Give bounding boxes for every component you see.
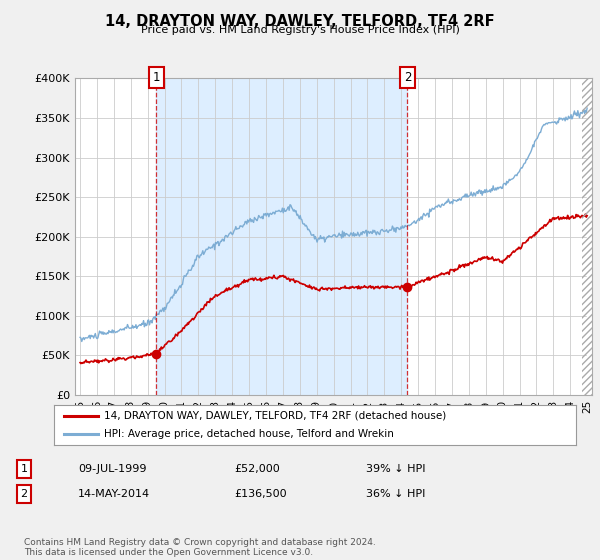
Text: 2: 2 — [20, 489, 28, 499]
Text: £52,000: £52,000 — [234, 464, 280, 474]
Text: 09-JUL-1999: 09-JUL-1999 — [78, 464, 146, 474]
Text: 14, DRAYTON WAY, DAWLEY, TELFORD, TF4 2RF (detached house): 14, DRAYTON WAY, DAWLEY, TELFORD, TF4 2R… — [104, 411, 446, 421]
Text: 2: 2 — [404, 71, 411, 84]
Bar — [587, 78, 592, 395]
Bar — [157, 78, 407, 395]
Text: £136,500: £136,500 — [234, 489, 287, 499]
Text: HPI: Average price, detached house, Telford and Wrekin: HPI: Average price, detached house, Telf… — [104, 430, 394, 439]
Text: 1: 1 — [20, 464, 28, 474]
Text: 14, DRAYTON WAY, DAWLEY, TELFORD, TF4 2RF: 14, DRAYTON WAY, DAWLEY, TELFORD, TF4 2R… — [105, 14, 495, 29]
Text: 14-MAY-2014: 14-MAY-2014 — [78, 489, 150, 499]
Bar — [582, 78, 592, 395]
Text: Price paid vs. HM Land Registry's House Price Index (HPI): Price paid vs. HM Land Registry's House … — [140, 25, 460, 35]
Text: 39% ↓ HPI: 39% ↓ HPI — [366, 464, 425, 474]
Text: 1: 1 — [153, 71, 160, 84]
Text: 36% ↓ HPI: 36% ↓ HPI — [366, 489, 425, 499]
Text: Contains HM Land Registry data © Crown copyright and database right 2024.
This d: Contains HM Land Registry data © Crown c… — [24, 538, 376, 557]
